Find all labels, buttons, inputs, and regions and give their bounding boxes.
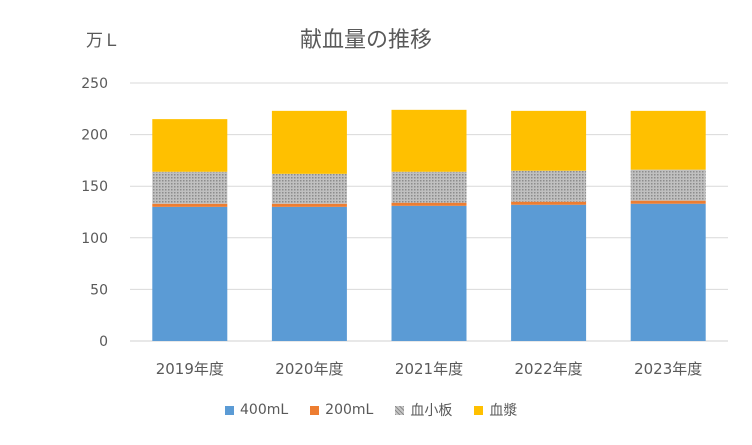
legend-label: 血漿	[489, 403, 518, 419]
bar-segment-400mL-2019年度	[152, 206, 228, 341]
bar-segment-血漿-2023年度	[630, 110, 706, 170]
y-tick-label: 50	[90, 282, 108, 298]
bar-segment-血漿-2021年度	[391, 109, 467, 172]
legend-swatch	[474, 405, 484, 415]
bar-segment-200mL-2021年度	[391, 202, 467, 206]
x-tick-label: 2019年度	[156, 360, 224, 378]
bar-segment-400mL-2023年度	[630, 203, 706, 341]
x-tick-label: 2020年度	[275, 360, 343, 378]
x-tick-label: 2023年度	[634, 360, 702, 378]
legend: 400mL 200mL 血小板 血漿	[225, 400, 517, 420]
bar-segment-200mL-2023年度	[630, 200, 706, 204]
legend-item: 400mL	[225, 400, 288, 420]
y-tick-label: 100	[81, 231, 108, 247]
bar-segment-血小板-2020年度	[271, 173, 347, 204]
bar-segment-200mL-2022年度	[511, 201, 587, 205]
legend-swatch	[310, 405, 320, 415]
y-axis-unit-label: 万Ｌ	[86, 31, 120, 51]
legend-item: 200mL	[310, 400, 373, 420]
legend-swatch	[225, 405, 234, 415]
bar-segment-200mL-2020年度	[271, 203, 347, 207]
bar-segment-血小板-2023年度	[630, 169, 706, 201]
bar-segment-400mL-2021年度	[391, 205, 467, 341]
y-tick-label: 200	[81, 128, 108, 144]
legend-label: 400mL	[240, 402, 289, 418]
bar-segment-血小板-2021年度	[391, 171, 467, 203]
y-tick-label: 150	[81, 179, 108, 195]
x-tick-label: 2021年度	[395, 360, 463, 378]
y-tick-label: 250	[81, 76, 108, 92]
legend-swatch	[395, 405, 405, 415]
bar-segment-400mL-2020年度	[271, 206, 347, 341]
bar-segment-血漿-2020年度	[271, 110, 347, 174]
x-tick-label: 2022年度	[515, 360, 583, 378]
bar-segment-400mL-2022年度	[511, 204, 587, 341]
legend-label: 200mL	[325, 402, 374, 418]
bar-segment-200mL-2019年度	[152, 203, 228, 207]
chart-title: 献血量の推移	[300, 28, 433, 53]
y-tick-label: 0	[99, 334, 108, 350]
bar-segment-血小板-2022年度	[511, 170, 587, 202]
bar-segment-血漿-2019年度	[152, 119, 228, 172]
legend-label: 血小板	[410, 403, 453, 419]
bar-segment-血漿-2022年度	[511, 110, 587, 171]
legend-item: 血漿	[474, 400, 517, 420]
bar-segment-血小板-2019年度	[152, 171, 228, 204]
legend-item: 血小板	[395, 400, 452, 420]
